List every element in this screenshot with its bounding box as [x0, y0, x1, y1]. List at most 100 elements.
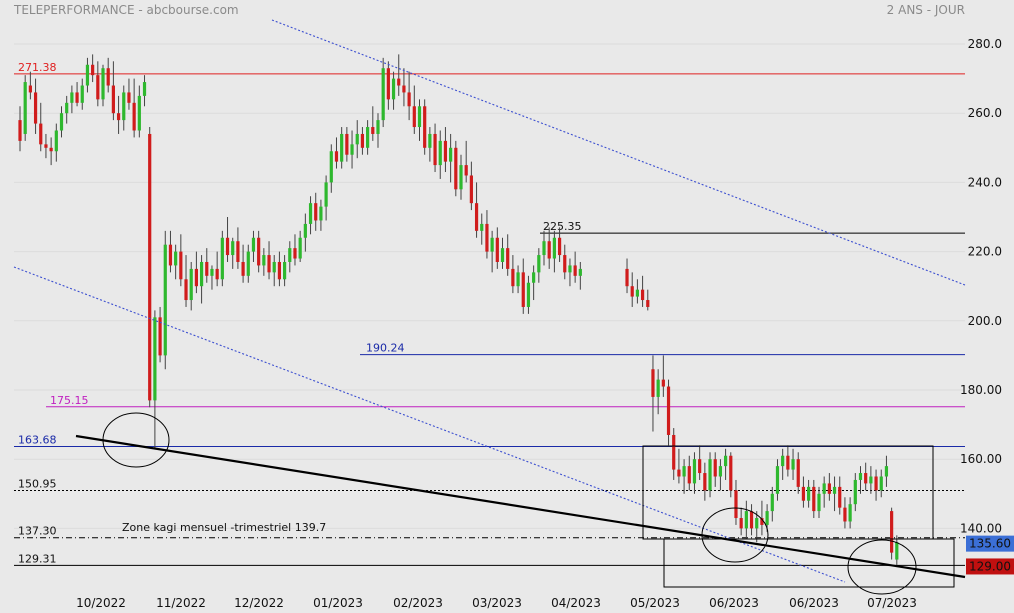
candle: [85, 57, 90, 93]
candle: [744, 500, 748, 539]
candle-body: [246, 251, 250, 276]
candlesticks: [18, 54, 899, 567]
candle-body: [283, 261, 287, 280]
candle: [838, 476, 842, 515]
candle: [70, 85, 74, 114]
candle: [241, 244, 245, 283]
candle: [770, 486, 774, 522]
candle-body: [33, 92, 38, 124]
candle: [749, 504, 754, 536]
candle-body: [640, 289, 645, 301]
candle-body: [449, 147, 453, 162]
candle-body: [791, 459, 795, 470]
level-label: 163.68: [18, 433, 57, 446]
candle-body: [376, 120, 380, 134]
candle: [158, 306, 162, 363]
candle-body: [257, 237, 261, 266]
candle-body: [734, 490, 738, 519]
candle: [65, 95, 69, 124]
candle: [288, 241, 292, 273]
candle: [75, 82, 79, 107]
candle: [718, 459, 723, 491]
candle-body: [838, 486, 842, 508]
candle-body: [350, 144, 354, 155]
lower-channel-line: [13, 266, 846, 583]
candle: [890, 507, 894, 560]
candle: [724, 448, 728, 480]
x-tick-label: 03/2023: [472, 596, 522, 610]
candle-body: [220, 237, 224, 280]
y-tick-label: 180.00: [960, 383, 1002, 397]
candle-body: [578, 268, 582, 276]
candle: [308, 196, 313, 235]
candle: [215, 251, 219, 287]
candle-body: [277, 261, 282, 280]
candle: [677, 448, 681, 484]
candle-body: [557, 237, 562, 256]
x-tick-label: 07/2023: [867, 596, 917, 610]
candle-body: [23, 82, 27, 134]
candle: [225, 217, 230, 262]
price-badge-label: 135.60: [969, 537, 1011, 551]
candle-body: [749, 511, 754, 529]
candle: [734, 479, 738, 525]
candle-body: [127, 92, 131, 103]
candle-body: [713, 459, 717, 477]
candle: [464, 140, 468, 183]
candle-body: [329, 151, 333, 183]
candle-body: [85, 64, 90, 86]
candle-body: [371, 127, 375, 134]
x-axis: 10/2022 11/2022 12/2022 01/2023 02/2023 03/20…: [76, 596, 917, 610]
candle-body: [381, 68, 385, 121]
candle-body: [44, 144, 48, 148]
candle-body: [360, 133, 365, 148]
candle-body: [402, 85, 406, 93]
candle: [521, 258, 525, 314]
candle: [381, 57, 385, 128]
candle-body: [698, 459, 702, 474]
candle-body: [54, 130, 58, 152]
candle-body: [168, 244, 173, 266]
x-tick-label: 06/2023: [709, 596, 759, 610]
horizontal-levels: 271.38 225.35 190.24 175.15 163.68 150.95 137.…: [14, 61, 965, 566]
candle-body: [241, 261, 245, 276]
candle: [407, 71, 411, 121]
candle: [807, 479, 811, 508]
candle: [205, 248, 209, 283]
candle: [314, 192, 318, 231]
candle-body: [625, 268, 629, 287]
candle-body: [464, 165, 468, 176]
circle-july-low: [847, 539, 917, 595]
candle-body: [526, 282, 531, 307]
y-tick-label: 160.00: [960, 452, 1002, 466]
candle: [532, 265, 536, 301]
candle: [106, 57, 110, 93]
candle-body: [194, 268, 198, 287]
candle-body: [272, 261, 276, 273]
candle: [895, 535, 899, 567]
price-badge-bg: [966, 535, 1014, 552]
candle: [355, 120, 359, 159]
candle: [80, 78, 84, 110]
candle-body: [661, 379, 665, 387]
candle-body: [646, 300, 650, 307]
candle-body: [869, 476, 873, 484]
candle: [438, 130, 442, 179]
candle: [272, 255, 276, 287]
y-tick-label: 200.0: [968, 314, 1002, 328]
candle: [682, 459, 686, 494]
level-label: 175.15: [50, 394, 89, 407]
candle-body: [874, 476, 878, 491]
candle: [267, 241, 271, 280]
candle: [755, 511, 759, 543]
candle: [101, 64, 105, 107]
price-badge: 129.00: [966, 558, 1014, 575]
candle-body: [236, 241, 240, 262]
candle-body: [366, 127, 370, 148]
level-label: 137.30: [18, 525, 57, 538]
candle: [402, 68, 406, 107]
y-tick-label: 280.0: [968, 37, 1002, 51]
candle: [469, 161, 473, 211]
candle: [179, 234, 183, 287]
candle: [163, 230, 167, 370]
